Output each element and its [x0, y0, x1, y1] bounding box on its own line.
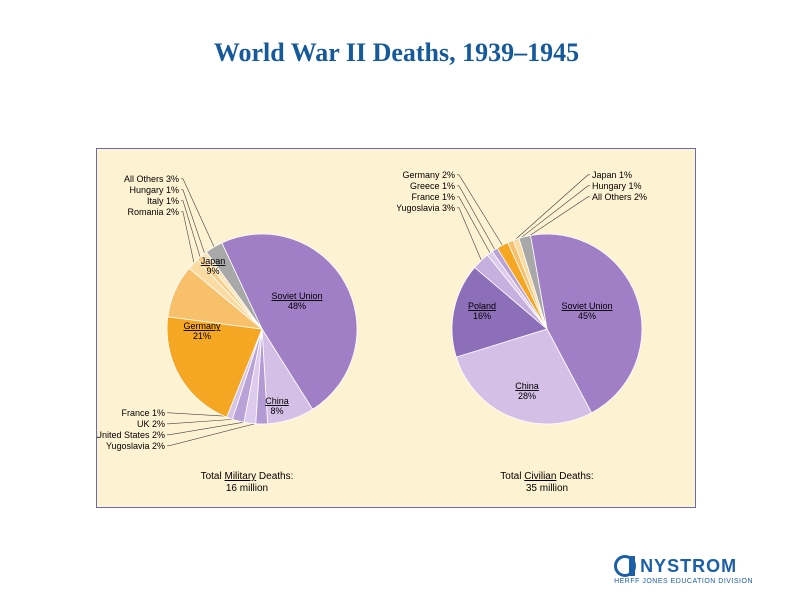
military-caption: Total Military Deaths: 16 million: [97, 471, 397, 495]
brand-tagline: HERFF JONES EDUCATION DIVISION: [614, 578, 753, 585]
leader-line: [167, 422, 262, 446]
slice-label: Yugoslavia 3%: [397, 203, 455, 213]
leader-line: [167, 419, 239, 424]
slice-label: All Others 2%: [592, 192, 647, 202]
slice-label: China28%: [515, 381, 539, 401]
leader-line: [181, 179, 215, 249]
slice-label: All Others 3%: [124, 174, 179, 184]
leader-line: [517, 186, 590, 241]
military-pie-svg: Soviet Union48%China8%Yugoslavia 2%Unite…: [97, 149, 397, 509]
leader-line: [181, 212, 194, 265]
military-chart: Soviet Union48%China8%Yugoslavia 2%Unite…: [97, 149, 397, 509]
slice-label: Greece 1%: [410, 181, 455, 191]
page-title: World War II Deaths, 1939–1945: [0, 0, 793, 68]
leader-line: [457, 175, 503, 247]
nystrom-logo-icon: [614, 555, 636, 577]
leader-line: [181, 190, 205, 255]
civilian-caption: Total Civilian Deaths: 35 million: [397, 471, 697, 495]
leader-line: [181, 201, 201, 259]
leader-line: [457, 197, 491, 255]
slice-label: Italy 1%: [147, 196, 179, 206]
slice-label: France 1%: [121, 408, 165, 418]
slice-label: Yugoslavia 2%: [106, 441, 165, 451]
slice-label: United States 2%: [97, 430, 165, 440]
slice-label: Hungary 1%: [129, 185, 179, 195]
slice-label: Germany 2%: [402, 170, 455, 180]
chart-panel: Soviet Union48%China8%Yugoslavia 2%Unite…: [96, 148, 696, 508]
slice-label: France 1%: [411, 192, 455, 202]
brand-name: NYSTROM: [640, 556, 737, 577]
slice-label: UK 2%: [137, 419, 165, 429]
leader-line: [457, 186, 496, 252]
slice-label: Romania 2%: [127, 207, 179, 217]
leader-line: [511, 175, 590, 243]
slice-label: Japan 1%: [592, 170, 632, 180]
leader-line: [525, 197, 590, 239]
slice-label: Hungary 1%: [592, 181, 642, 191]
civilian-chart: Soviet Union45%China28%Poland16%Yugoslav…: [397, 149, 697, 509]
brand-logo: NYSTROM HERFF JONES EDUCATION DIVISION: [614, 555, 753, 585]
civilian-pie-svg: Soviet Union45%China28%Poland16%Yugoslav…: [397, 149, 697, 509]
